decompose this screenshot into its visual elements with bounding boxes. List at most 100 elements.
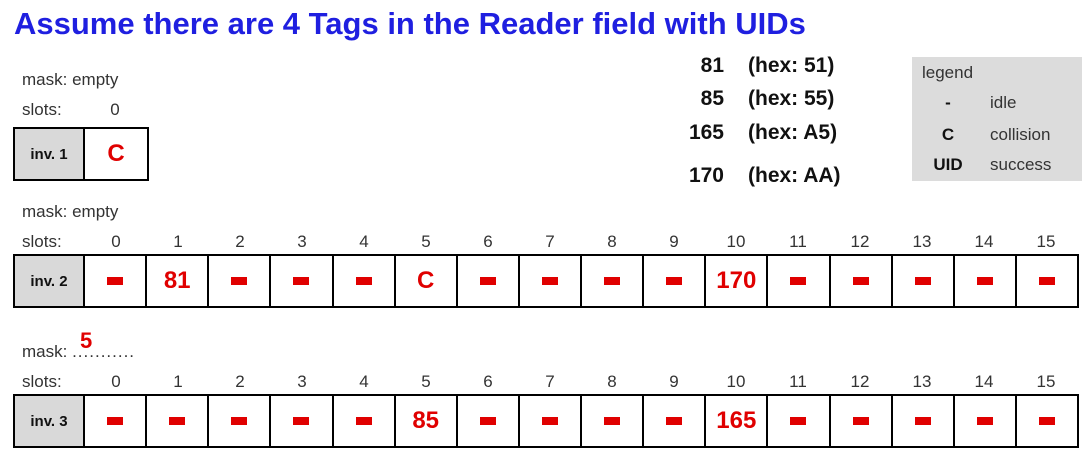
mask-label: mask: xyxy=(22,70,68,89)
slot-cell xyxy=(209,256,272,306)
legend-symbol-collision: C xyxy=(941,125,955,144)
idle-mark xyxy=(355,277,372,285)
legend-text-collision: collision xyxy=(990,125,1051,144)
slot-cell xyxy=(893,396,955,446)
slot-cell xyxy=(147,396,210,446)
slot-number: 0 xyxy=(111,232,121,251)
slot-cell xyxy=(831,256,893,306)
slot-number: 11 xyxy=(789,372,807,391)
slot-cell xyxy=(955,256,1017,306)
row-label: inv. 3 xyxy=(15,396,85,446)
slot-number: 13 xyxy=(912,372,932,391)
uid-success: 85 xyxy=(412,407,440,434)
slot-cell xyxy=(1017,396,1077,446)
idle-mark xyxy=(107,277,124,285)
uid-value: 165 xyxy=(688,121,724,144)
idle-mark xyxy=(914,417,931,425)
legend-text-idle: idle xyxy=(990,93,1017,112)
mask-dots: ........... xyxy=(72,342,136,361)
slot-cell xyxy=(955,396,1017,446)
slot-cell xyxy=(458,396,520,446)
slot-cell xyxy=(85,396,148,446)
slot-number: 12 xyxy=(850,232,870,251)
page-title: Assume there are 4 Tags in the Reader fi… xyxy=(14,6,806,41)
slot-cell xyxy=(334,396,396,446)
slot-cell xyxy=(768,396,831,446)
slot-number: 3 xyxy=(297,232,307,251)
idle-mark xyxy=(852,277,869,285)
legend-symbol-success: UID xyxy=(933,155,963,174)
slot-cell xyxy=(768,256,831,306)
idle-mark xyxy=(666,277,683,285)
slot-cell xyxy=(644,256,707,306)
idle-mark xyxy=(852,417,869,425)
uid-hex: (hex: 55) xyxy=(748,87,835,110)
slot-number: 2 xyxy=(235,232,245,251)
inv3-mask: mask: ........... xyxy=(22,342,135,362)
slot-cell xyxy=(85,256,148,306)
slot-number: 14 xyxy=(974,232,994,251)
idle-mark xyxy=(914,277,931,285)
slot-number: 5 xyxy=(421,232,431,251)
slot-number: 3 xyxy=(297,372,307,391)
mask-value: 5 xyxy=(80,328,93,353)
idle-mark xyxy=(355,417,372,425)
slot-number: 1 xyxy=(173,232,183,251)
slot-number: 6 xyxy=(483,232,493,251)
mask-value: empty xyxy=(72,202,119,221)
inv1-slots-label: slots: xyxy=(22,100,62,119)
collision-mark: C xyxy=(107,140,125,167)
slot-cell xyxy=(582,256,645,306)
inv1-mask: mask: empty xyxy=(22,70,118,90)
slot-number: 0 xyxy=(111,372,121,391)
slot-number: 1 xyxy=(173,372,183,391)
idle-mark xyxy=(541,277,558,285)
inv2-mask: mask: empty xyxy=(22,202,118,222)
slot-cell xyxy=(458,256,520,306)
slot-number: 9 xyxy=(669,232,679,251)
slot-number: 12 xyxy=(850,372,870,391)
uid-value: 81 xyxy=(700,54,724,77)
idle-mark xyxy=(107,417,124,425)
idle-mark xyxy=(604,417,621,425)
uid-success: 81 xyxy=(163,267,191,294)
slot-cell xyxy=(831,396,893,446)
slot-cell: 165 xyxy=(706,396,769,446)
slot-cell: 81 xyxy=(147,256,210,306)
idle-mark xyxy=(666,417,683,425)
slot-number: 13 xyxy=(912,232,932,251)
slot-cell xyxy=(520,396,582,446)
uid-hex: (hex: 51) xyxy=(748,54,835,77)
slot-number: 15 xyxy=(1036,232,1056,251)
slot-number: 15 xyxy=(1036,372,1056,391)
slot-number: 8 xyxy=(607,232,617,251)
slot-number: 5 xyxy=(421,372,431,391)
idle-mark xyxy=(541,417,558,425)
idle-mark xyxy=(293,277,310,285)
slot-cell xyxy=(271,256,334,306)
idle-mark xyxy=(976,417,993,425)
inv3-slots-label: slots: xyxy=(22,372,62,391)
slot-number: 8 xyxy=(607,372,617,391)
slot-cell xyxy=(1017,256,1077,306)
inventory-row-3: inv. 3 85 165 xyxy=(13,394,1079,448)
slot-number: 11 xyxy=(789,232,807,251)
idle-mark xyxy=(790,277,807,285)
uid-success: 170 xyxy=(716,267,757,294)
uid-value: 170 xyxy=(688,164,724,187)
idle-mark xyxy=(293,417,310,425)
legend-title: legend xyxy=(922,63,974,82)
uid-hex: (hex: AA) xyxy=(748,164,841,187)
idle-mark xyxy=(479,277,496,285)
slot-cell: 170 xyxy=(706,256,769,306)
idle-mark xyxy=(231,417,248,425)
slot-cell xyxy=(334,256,396,306)
mask-label: mask: xyxy=(22,202,68,221)
slot-number: 4 xyxy=(359,232,369,251)
slot-number: 6 xyxy=(483,372,493,391)
idle-mark xyxy=(479,417,496,425)
inventory-row-2: inv. 2 81 C 170 xyxy=(13,254,1079,308)
uid-success: 165 xyxy=(716,407,757,434)
mask-value: empty xyxy=(72,70,119,89)
uid-hex: (hex: A5) xyxy=(748,121,838,144)
